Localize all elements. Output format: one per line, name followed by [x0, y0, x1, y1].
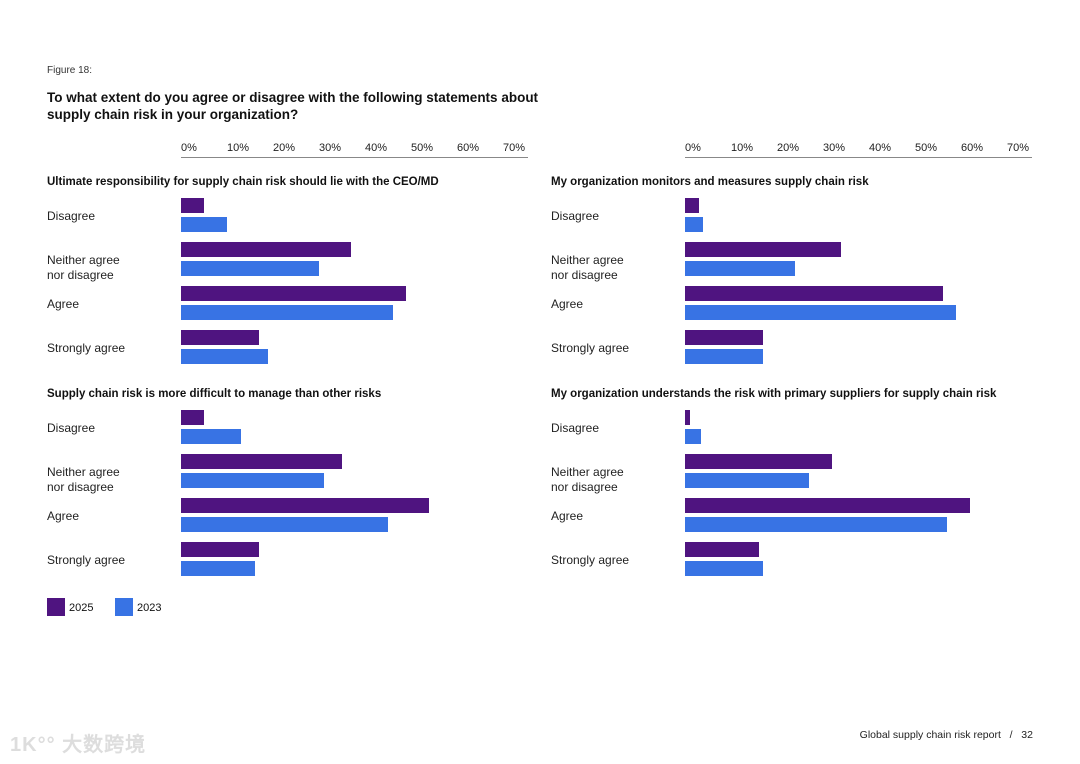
bar-2023 — [181, 349, 269, 364]
bar-2025 — [685, 242, 842, 257]
bar-2025 — [181, 330, 260, 345]
bar-2023 — [181, 473, 324, 488]
axis-line — [181, 157, 528, 158]
axis-tick-label: 50% — [411, 142, 434, 154]
category-label: Agree — [47, 297, 80, 311]
bar-2025 — [181, 286, 407, 301]
legend-swatch-2025 — [47, 598, 65, 616]
category-label: Neither agree nor disagree — [551, 253, 624, 282]
bar-2025 — [685, 498, 971, 513]
bar-2023 — [181, 305, 393, 320]
panel-title: Ultimate responsibility for supply chain… — [47, 176, 439, 188]
bar-2023 — [181, 429, 241, 444]
axis-tick-label: 50% — [915, 142, 938, 154]
bar-2025 — [181, 410, 204, 425]
category-label: Strongly agree — [47, 553, 126, 567]
bar-2023 — [685, 517, 948, 532]
bar-2023 — [685, 217, 704, 232]
axis-tick-label: 0% — [685, 142, 701, 154]
category-label: Neither agree nor disagree — [47, 253, 120, 282]
axis-tick-label: 60% — [961, 142, 984, 154]
axis-tick-label: 0% — [181, 142, 197, 154]
category-label: Strongly agree — [551, 553, 630, 567]
bar-2025 — [181, 498, 430, 513]
category-label: Agree — [551, 297, 584, 311]
bar-2025 — [685, 330, 764, 345]
bar-2023 — [181, 517, 388, 532]
axis-tick-label: 20% — [273, 142, 296, 154]
bar-2025 — [181, 454, 342, 469]
axis-tick-label: 70% — [1007, 142, 1030, 154]
axis-tick-label: 30% — [823, 142, 846, 154]
figure-label: Figure 18: — [47, 65, 93, 76]
category-label: Agree — [551, 509, 584, 523]
bar-2025 — [685, 542, 759, 557]
bar-2025 — [181, 198, 204, 213]
category-label: Disagree — [47, 209, 96, 223]
category-label: Strongly agree — [551, 341, 630, 355]
category-label: Disagree — [551, 209, 600, 223]
chart-title: To what extent do you agree or disagree … — [47, 90, 539, 122]
axis-tick-label: 10% — [731, 142, 754, 154]
bar-2025 — [685, 286, 943, 301]
axis-tick-label: 40% — [365, 142, 388, 154]
bar-2025 — [685, 198, 699, 213]
bar-2023 — [685, 473, 810, 488]
footer: Global supply chain risk report / 32 — [859, 729, 1033, 741]
axis-tick-label: 40% — [869, 142, 892, 154]
bar-2023 — [181, 561, 255, 576]
bar-2025 — [181, 542, 260, 557]
bar-2025 — [685, 410, 690, 425]
bar-2023 — [685, 305, 957, 320]
axis-tick-label: 30% — [319, 142, 342, 154]
watermark-logo: 1K°° 大数跨境 — [10, 734, 147, 756]
axis-tick-label: 60% — [457, 142, 480, 154]
panel-title: My organization monitors and measures su… — [551, 176, 869, 188]
axis-tick-label: 10% — [227, 142, 250, 154]
category-label: Disagree — [47, 421, 96, 435]
axis-tick-label: 70% — [503, 142, 526, 154]
bar-2023 — [685, 429, 702, 444]
category-label: Neither agree nor disagree — [47, 465, 120, 494]
legend-swatch-2023 — [115, 598, 133, 616]
category-label: Disagree — [551, 421, 600, 435]
axis-line — [685, 157, 1032, 158]
legend-label: 2025 — [69, 602, 94, 614]
panel-title: Supply chain risk is more difficult to m… — [47, 388, 382, 400]
legend-label: 2023 — [137, 602, 162, 614]
category-label: Neither agree nor disagree — [551, 465, 624, 494]
bar-2023 — [181, 261, 319, 276]
bar-2023 — [685, 261, 796, 276]
bar-2023 — [685, 349, 764, 364]
panel-title: My organization understands the risk wit… — [551, 388, 997, 400]
category-label: Strongly agree — [47, 341, 126, 355]
category-label: Agree — [47, 509, 80, 523]
bar-2023 — [181, 217, 227, 232]
bar-2025 — [685, 454, 833, 469]
axis-tick-label: 20% — [777, 142, 800, 154]
bar-2023 — [685, 561, 764, 576]
bar-2025 — [181, 242, 352, 257]
